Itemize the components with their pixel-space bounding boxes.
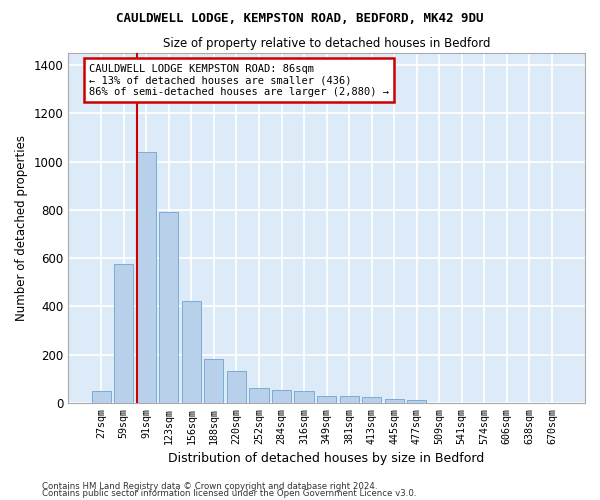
Bar: [92, 392, 111, 403]
Text: Contains public sector information licensed under the Open Government Licence v3: Contains public sector information licen…: [42, 490, 416, 498]
X-axis label: Distribution of detached houses by size in Bedford: Distribution of detached houses by size …: [169, 452, 485, 465]
Bar: [362, 398, 381, 403]
Bar: [182, 302, 201, 403]
Text: Contains HM Land Registry data © Crown copyright and database right 2024.: Contains HM Land Registry data © Crown c…: [42, 482, 377, 491]
Bar: [250, 388, 269, 403]
Bar: [317, 396, 336, 403]
Bar: [205, 360, 223, 403]
Bar: [272, 390, 291, 403]
Bar: [340, 396, 359, 403]
Bar: [295, 392, 314, 403]
Title: Size of property relative to detached houses in Bedford: Size of property relative to detached ho…: [163, 38, 490, 51]
Bar: [159, 212, 178, 403]
Bar: [114, 264, 133, 403]
Bar: [227, 372, 246, 403]
Bar: [385, 400, 404, 403]
Y-axis label: Number of detached properties: Number of detached properties: [15, 135, 28, 321]
Bar: [407, 400, 426, 403]
Text: CAULDWELL LODGE KEMPSTON ROAD: 86sqm
← 13% of detached houses are smaller (436)
: CAULDWELL LODGE KEMPSTON ROAD: 86sqm ← 1…: [89, 64, 389, 96]
Text: CAULDWELL LODGE, KEMPSTON ROAD, BEDFORD, MK42 9DU: CAULDWELL LODGE, KEMPSTON ROAD, BEDFORD,…: [116, 12, 484, 26]
Bar: [137, 152, 156, 403]
